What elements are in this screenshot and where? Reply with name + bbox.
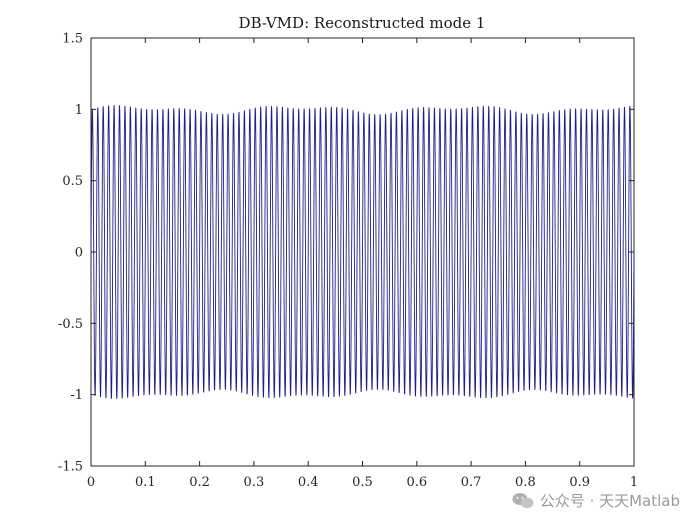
- chart-title: DB-VMD: Reconstructed mode 1: [239, 14, 486, 32]
- mode1-line: [90, 105, 635, 399]
- signal-series: [90, 105, 635, 399]
- y-tick-label: 0.5: [62, 174, 83, 189]
- y-tick-label: -0.5: [58, 317, 83, 332]
- watermark-text: 公众号 · 天天Matlab: [539, 492, 680, 510]
- wechat-icon: [512, 492, 534, 508]
- x-tick-label: 0.4: [298, 475, 319, 490]
- x-tick-label: 0.6: [406, 475, 427, 490]
- x-tick-label: 0.9: [569, 475, 590, 490]
- watermark: 公众号 · 天天Matlab: [512, 490, 680, 511]
- x-tick-label: 0: [87, 475, 95, 490]
- x-tick-label: 0.2: [189, 475, 210, 490]
- y-tick-label: -1: [70, 388, 83, 403]
- x-axis: 0 0.1 0.2 0.3 0.4 0.5 0.6 0.7 0.8 0.9 1: [87, 38, 638, 490]
- x-tick-label: 0.5: [352, 475, 373, 490]
- y-tick-label: 0: [75, 246, 83, 261]
- x-tick-label: 0.7: [461, 475, 482, 490]
- x-tick-label: 0.8: [515, 475, 536, 490]
- y-tick-label: -1.5: [58, 460, 83, 475]
- x-tick-label: 0.1: [135, 475, 156, 490]
- y-tick-label: 1.5: [62, 32, 83, 47]
- y-tick-label: 1: [75, 103, 83, 118]
- y-axis: -1.5 -1 -0.5 0 0.5 1 1.5: [58, 32, 634, 475]
- x-tick-label: 1: [630, 475, 638, 490]
- x-tick-label: 0.3: [244, 475, 265, 490]
